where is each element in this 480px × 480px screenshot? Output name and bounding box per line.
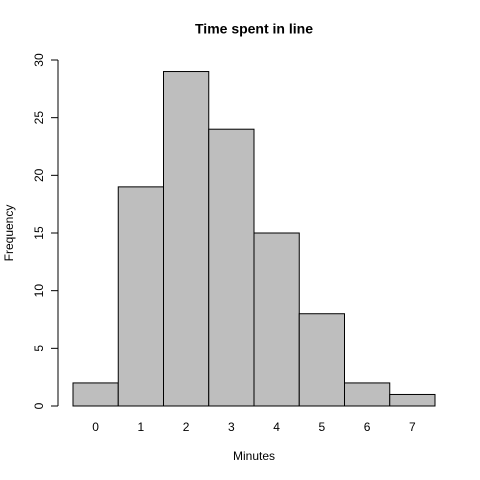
x-tick-label: 1 bbox=[138, 420, 145, 434]
x-tick-label: 7 bbox=[409, 420, 416, 434]
y-axis-label: Frequency bbox=[2, 205, 16, 262]
x-tick-label: 4 bbox=[273, 420, 280, 434]
bar bbox=[163, 71, 210, 407]
bar bbox=[208, 128, 255, 407]
y-tick-label: 20 bbox=[32, 168, 46, 182]
y-tick-label: 5 bbox=[32, 345, 46, 352]
x-tick-label: 5 bbox=[319, 420, 326, 434]
x-tick-label: 3 bbox=[228, 420, 235, 434]
y-tick-label: 25 bbox=[32, 111, 46, 125]
y-tick-label: 30 bbox=[32, 53, 46, 67]
bar bbox=[298, 313, 345, 407]
bar bbox=[253, 232, 300, 407]
bar bbox=[72, 382, 119, 407]
bar bbox=[389, 393, 436, 407]
x-tick-label: 6 bbox=[364, 420, 371, 434]
y-tick-label: 10 bbox=[32, 284, 46, 298]
x-tick-label: 2 bbox=[183, 420, 190, 434]
x-tick-label: 0 bbox=[92, 420, 99, 434]
bar bbox=[344, 382, 391, 407]
x-axis-label: Minutes bbox=[233, 449, 275, 463]
chart-title: Time spent in line bbox=[195, 21, 313, 37]
y-tick-label: 0 bbox=[32, 402, 46, 409]
y-tick-label: 15 bbox=[32, 226, 46, 240]
bar bbox=[117, 186, 164, 407]
